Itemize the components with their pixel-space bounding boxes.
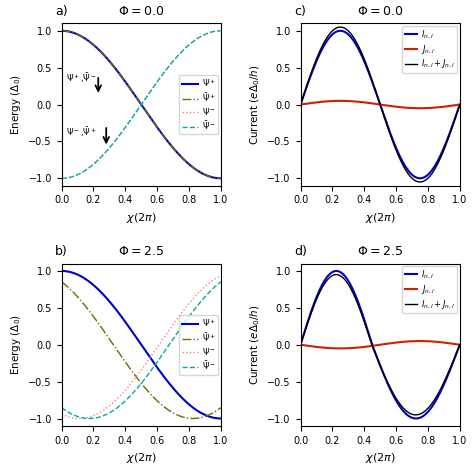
Title: $\Phi = 2.5$: $\Phi = 2.5$ (357, 245, 403, 258)
Text: b): b) (55, 246, 68, 258)
Y-axis label: Energy $(\Delta_0)$: Energy $(\Delta_0)$ (9, 314, 23, 375)
X-axis label: $\chi(2\pi)$: $\chi(2\pi)$ (365, 451, 395, 465)
X-axis label: $\chi(2\pi)$: $\chi(2\pi)$ (126, 451, 156, 465)
Text: d): d) (294, 246, 307, 258)
Title: $\Phi = 0.0$: $\Phi = 0.0$ (118, 5, 164, 18)
Text: a): a) (55, 5, 68, 18)
X-axis label: $\chi(2\pi)$: $\chi(2\pi)$ (365, 211, 395, 225)
Text: $\Psi^-$,$\bar{\Psi}^+$: $\Psi^-$,$\bar{\Psi}^+$ (66, 125, 98, 139)
Text: c): c) (294, 5, 306, 18)
Title: $\Phi = 0.0$: $\Phi = 0.0$ (357, 5, 403, 18)
Title: $\Phi = 2.5$: $\Phi = 2.5$ (118, 245, 164, 258)
Legend: $\Psi^+$, $\bar{\Psi}^+$, $\Psi^-$, $\bar{\Psi}^-$: $\Psi^+$, $\bar{\Psi}^+$, $\Psi^-$, $\ba… (179, 315, 219, 374)
Y-axis label: Current $(e\Delta_0/h)$: Current $(e\Delta_0/h)$ (248, 64, 262, 145)
Legend: $I_{n,l}$, $J_{n,l}$, $I_{n,l}+J_{n,l}$: $I_{n,l}$, $J_{n,l}$, $I_{n,l}+J_{n,l}$ (402, 26, 457, 73)
Y-axis label: Current $(e\Delta_0/h)$: Current $(e\Delta_0/h)$ (248, 305, 262, 385)
Text: $\Psi^+$,$\bar{\Psi}^-$: $\Psi^+$,$\bar{\Psi}^-$ (66, 72, 97, 86)
Y-axis label: Energy $(\Delta_0)$: Energy $(\Delta_0)$ (9, 74, 23, 135)
Legend: $\Psi^+$, $\bar{\Psi}^+$, $\Psi^-$, $\bar{\Psi}^-$: $\Psi^+$, $\bar{\Psi}^+$, $\Psi^-$, $\ba… (179, 75, 219, 134)
X-axis label: $\chi(2\pi)$: $\chi(2\pi)$ (126, 211, 156, 225)
Legend: $I_{n,l}$, $J_{n,l}$, $I_{n,l}+J_{n,l}$: $I_{n,l}$, $J_{n,l}$, $I_{n,l}+J_{n,l}$ (402, 266, 457, 313)
